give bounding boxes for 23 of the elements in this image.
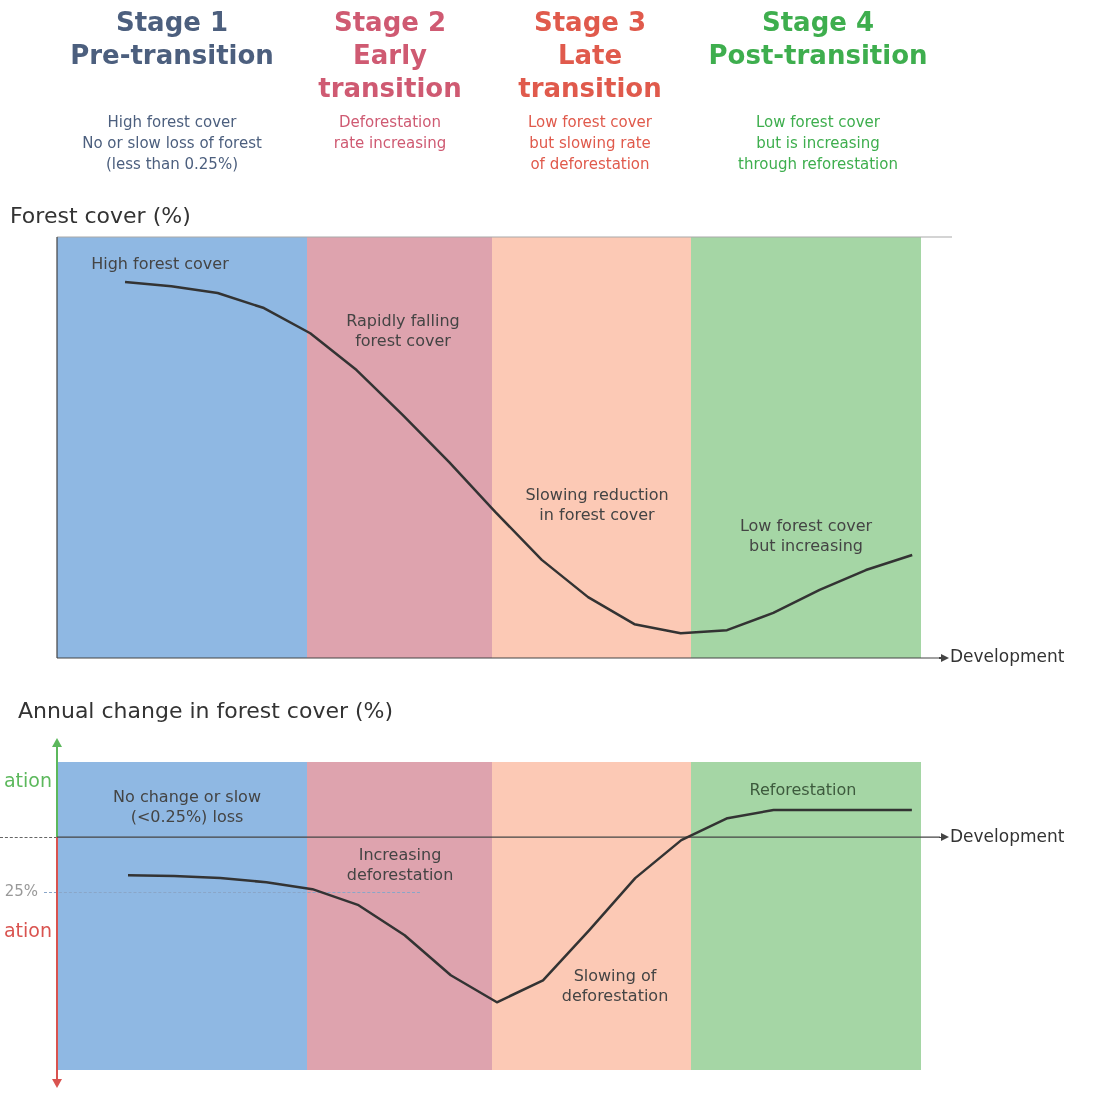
text: Low forest cover but slowing rate of deforestation [528, 112, 653, 173]
text: High forest cover [91, 254, 230, 274]
text: Stage 2 Early transition [318, 6, 462, 103]
x-axis-title: Development [950, 646, 1065, 667]
chart-title: Annual change in forest cover (%) [18, 698, 394, 723]
text: 25% [4, 881, 38, 900]
text: ation [3, 768, 52, 791]
text: Reforestation [749, 780, 857, 800]
annotation: No change or slow (<0.25%) loss [113, 787, 261, 827]
annotation: Slowing of deforestation [561, 966, 669, 1006]
text: Stage 1 Pre-transition [70, 6, 274, 70]
text: ation [3, 918, 52, 941]
text: High forest cover No or slow loss of forest (less than 0.25%) [82, 112, 262, 173]
text: Stage 3 Late transition [518, 6, 662, 103]
annotation: Low forest cover but increasing [739, 516, 873, 556]
text: Stage 4 Post-transition [708, 6, 928, 70]
text: Low forest cover but is increasing through reforestation [738, 112, 898, 173]
text: Deforestation rate increasing [333, 112, 447, 152]
annotation: Slowing reduction in forest cover [525, 485, 669, 525]
annotation: Increasing deforestation [346, 845, 454, 885]
annotation: Rapidly falling forest cover [346, 311, 460, 351]
chart-title: Forest cover (%) [10, 203, 191, 228]
x-axis-title: Development [950, 825, 1065, 846]
